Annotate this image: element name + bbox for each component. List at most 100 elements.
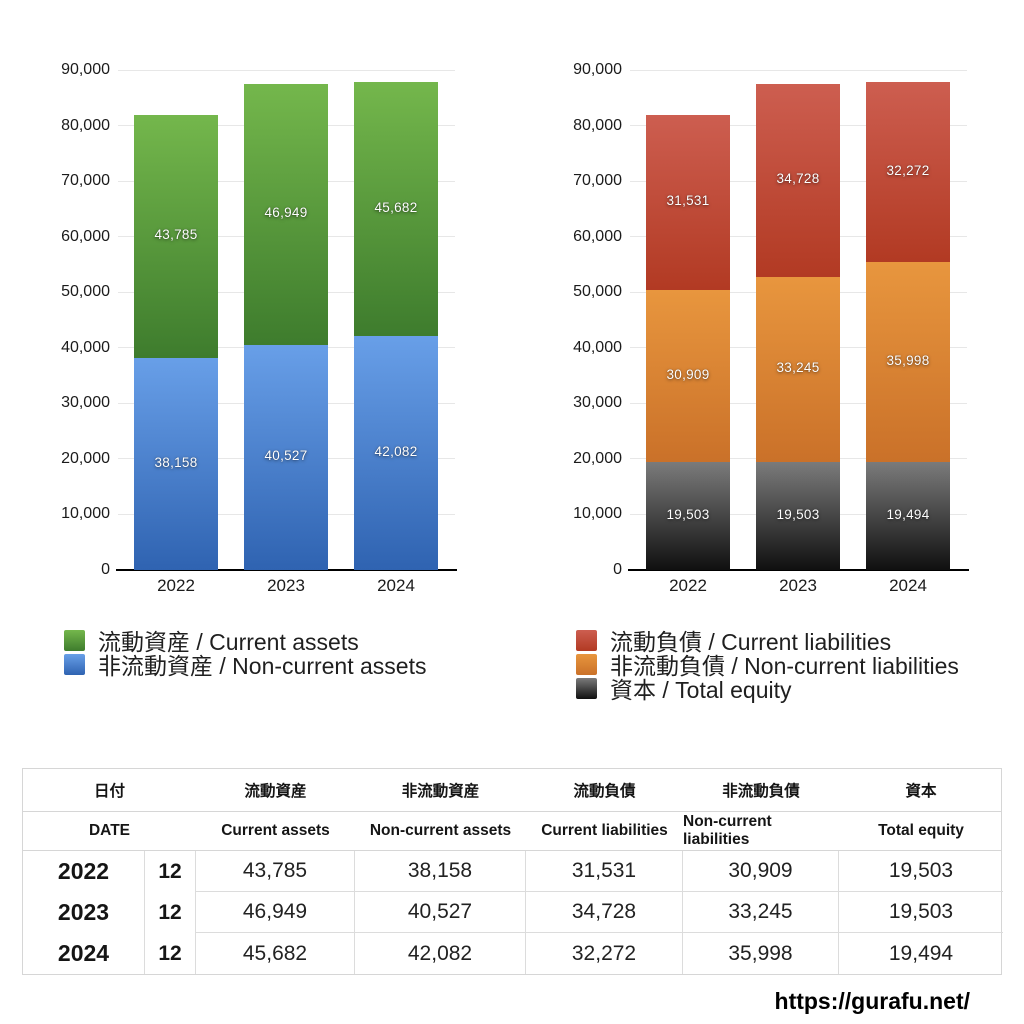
bar-value-label: 19,503 [776,506,820,522]
table-header-cell: 流動資産 [244,783,307,800]
bar-segment [646,461,730,570]
legend-label: 非流動負債 / Non-current liabilities [610,653,959,679]
legend-color-swatch [64,653,85,675]
y-axis-tick-label: 80,000 [573,116,622,134]
legend-item: 流動負債 / Current liabilities [576,628,959,655]
x-category-label: 2024 [377,576,415,595]
legend-item: 流動資産 / Current assets [64,628,426,655]
legend-label: 流動負債 / Current liabilities [610,629,892,655]
bar-value-label: 40,527 [264,448,308,464]
x-category-label: 2023 [267,576,305,595]
bar-value-label: 34,728 [776,171,820,187]
y-axis-tick-label: 30,000 [573,394,622,412]
y-axis-tick-label: 90,000 [573,61,622,78]
legend-label: 流動資産 / Current assets [98,629,359,655]
y-axis-tick-label: 60,000 [573,227,622,245]
bar-segment [866,82,950,262]
table-header-row-en: DATE Current assets Non-current assets Curr… [23,812,1001,851]
legend-color-swatch [576,653,597,675]
table-header-cell: Non-current liabilities [683,813,772,848]
bar-segment [134,114,218,358]
bar-segment [244,344,328,570]
bar-value-label: 33,245 [776,360,820,376]
table-year-cell: 2022 [23,851,145,892]
y-axis-tick-label: 30,000 [61,394,110,412]
table-header-cell: Non-current assets [369,822,512,839]
x-axis-line [628,569,969,571]
bar-segment [756,84,840,277]
y-axis-tick-label: 80,000 [61,116,110,134]
table-header-cell: 日付 [93,783,125,800]
bar-value-label: 45,682 [374,200,418,216]
bar-value-label: 42,082 [374,444,418,460]
y-axis-tick-label: 10,000 [61,505,110,523]
table-value-cell: 40,527 [355,892,526,933]
table-value-cell: 38,158 [355,851,526,892]
legend-label: 資本 / Total equity [610,677,792,703]
y-axis-tick-label: 70,000 [61,172,110,190]
bar-segment [244,84,328,345]
bar-value-label: 31,531 [666,193,710,209]
gridline [630,69,967,71]
assets-legend: 流動資産 / Current assets 非流動資産 / Non-current… [64,628,426,679]
table-value-cell: 42,082 [355,933,526,974]
y-axis-tick-label: 70,000 [573,172,622,190]
y-axis-tick-label: 60,000 [61,227,110,245]
bar-segment [756,276,840,462]
liabilities-equity-stacked-bar-chart: 流動負債 / Current liabilities 非流動負債 / Non-cu… [512,0,1024,703]
x-category-label: 2024 [889,576,927,595]
y-axis-tick-label: 90,000 [61,61,110,78]
x-category-label: 2022 [157,576,195,595]
bar-value-label: 19,494 [886,506,930,522]
y-axis-tick-label: 40,000 [61,338,110,356]
balance-sheet-table: 日付 流動資産 非流動資産 流動負債 非流動負債 資本 DATE Current assets… [22,768,1003,975]
table-header-cell: DATE [88,822,131,839]
table-month-cell: 12 [145,851,196,892]
bar-segment [646,114,730,290]
bar-segment [134,358,218,570]
bar-value-label: 30,909 [666,366,710,382]
y-axis-tick-label: 20,000 [61,449,110,467]
x-category-label: 2023 [779,576,817,595]
table-value-cell: 35,998 [683,933,839,974]
table-month-cell: 12 [145,933,196,974]
table-row: 2023 12 46,949 40,527 34,728 33,245 19,503 [23,892,1003,933]
x-axis-line [116,569,457,571]
legend-item: 資本 / Total equity [576,676,959,703]
site-url-text: https://gurafu.net/ [774,988,970,1014]
table-value-cell: 34,728 [526,892,683,933]
bar-value-label: 46,949 [264,205,308,221]
table-header-cell: Current assets [221,822,330,839]
assets-stacked-bar-chart: 流動資産 / Current assets 非流動資産 / Non-current… [0,0,512,679]
bar-segment [354,336,438,570]
bar-value-label: 32,272 [886,163,930,179]
table-value-cell: 19,503 [839,851,1003,892]
bar-segment [354,82,438,337]
bar-value-label: 43,785 [154,227,198,243]
gridline [118,69,455,71]
table-header-cell: 非流動負債 [722,783,800,800]
table-value-cell: 19,503 [839,892,1003,933]
y-axis-tick-label: 40,000 [573,338,622,356]
table-header-cell: Current liabilities [541,822,668,839]
table-value-cell: 30,909 [683,851,839,892]
y-axis-tick-label: 0 [101,561,110,578]
y-axis-tick-label: 10,000 [573,505,622,523]
table-value-cell: 19,494 [888,941,954,965]
y-axis-tick-label: 0 [613,561,622,578]
legend-color-swatch [576,677,597,699]
legend-item: 非流動負債 / Non-current liabilities [576,652,959,679]
table-month-cell: 12 [145,892,196,933]
y-axis-tick-label: 20,000 [573,449,622,467]
legend-color-swatch [576,629,597,651]
y-axis-tick-label: 50,000 [573,283,622,301]
bar-value-label: 35,998 [886,352,930,368]
table-value-cell: 46,949 [196,892,355,933]
table-header-cell: Total equity [878,822,964,839]
legend-label: 非流動資産 / Non-current assets [98,653,427,679]
x-category-label: 2022 [669,576,707,595]
bar-segment [866,261,950,462]
bar-value-label: 19,503 [666,506,710,522]
legend-color-swatch [64,629,85,651]
